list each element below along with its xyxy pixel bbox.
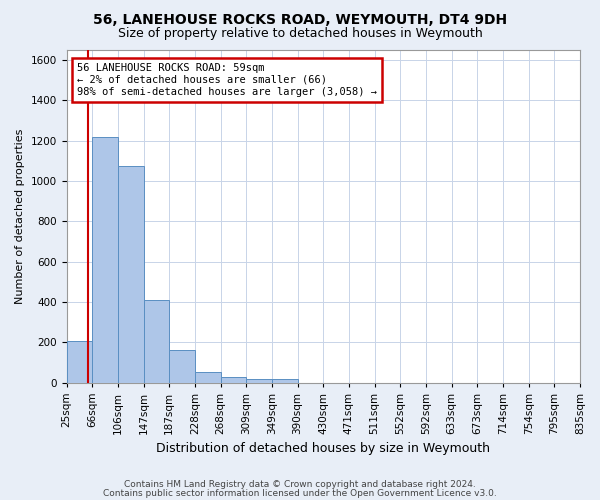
X-axis label: Distribution of detached houses by size in Weymouth: Distribution of detached houses by size … — [156, 442, 490, 455]
Bar — [67, 341, 92, 382]
Bar — [118, 166, 143, 382]
Bar — [246, 379, 272, 382]
Y-axis label: Number of detached properties: Number of detached properties — [15, 128, 25, 304]
Text: 56, LANEHOUSE ROCKS ROAD, WEYMOUTH, DT4 9DH: 56, LANEHOUSE ROCKS ROAD, WEYMOUTH, DT4 … — [93, 12, 507, 26]
Text: Size of property relative to detached houses in Weymouth: Size of property relative to detached ho… — [118, 28, 482, 40]
Bar — [221, 377, 246, 382]
Text: Contains HM Land Registry data © Crown copyright and database right 2024.: Contains HM Land Registry data © Crown c… — [124, 480, 476, 489]
Bar — [195, 372, 221, 382]
Bar — [92, 136, 118, 382]
Text: Contains public sector information licensed under the Open Government Licence v3: Contains public sector information licen… — [103, 488, 497, 498]
Bar — [272, 380, 298, 382]
Text: 56 LANEHOUSE ROCKS ROAD: 59sqm
← 2% of detached houses are smaller (66)
98% of s: 56 LANEHOUSE ROCKS ROAD: 59sqm ← 2% of d… — [77, 64, 377, 96]
Bar — [169, 350, 195, 382]
Bar — [143, 300, 169, 382]
